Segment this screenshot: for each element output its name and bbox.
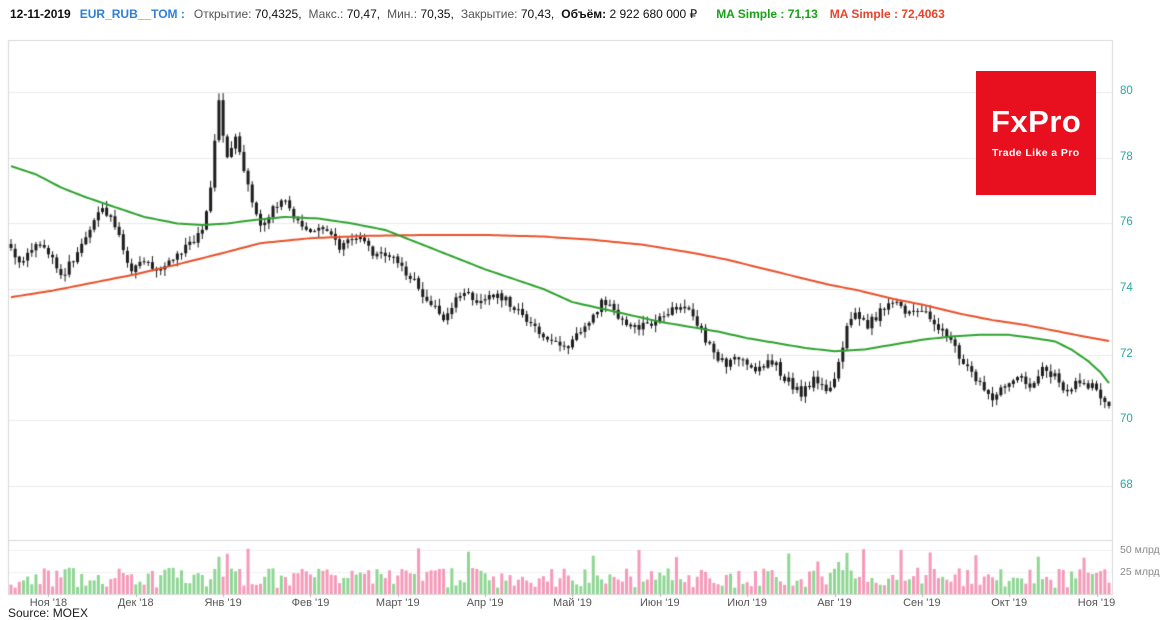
x-axis-tick-label: Ноя '19 <box>1077 597 1116 609</box>
x-axis-tick-label: Ноя '18 <box>29 597 68 609</box>
fxpro-logo-tagline: Trade Like a Pro <box>992 147 1080 159</box>
x-axis-tick-label: Апр '19 <box>466 597 504 609</box>
x-axis-tick-label: Июл '19 <box>727 597 768 609</box>
x-axis-tick-label: Май '19 <box>552 597 592 609</box>
y-axis-tick-label: 72 <box>1120 347 1133 360</box>
x-axis-tick-label: Дек '18 <box>117 597 154 609</box>
x-axis-tick-label: Янв '19 <box>204 597 242 609</box>
source-label: Source: MOEX <box>8 606 89 620</box>
fxpro-logo-title: FxPro <box>991 104 1082 139</box>
y-axis-tick-label: 78 <box>1120 150 1133 163</box>
y-axis-tick-label: 68 <box>1120 478 1133 491</box>
x-axis-tick-label: Июн '19 <box>640 597 680 609</box>
fxpro-logo: FxPro Trade Like a Pro <box>976 71 1096 195</box>
x-axis-tick-label: Окт '19 <box>991 597 1028 609</box>
y-axis-tick-label: 70 <box>1120 413 1133 426</box>
y-axis-tick-label: 80 <box>1120 85 1133 98</box>
volume-axis-tick-label: 25 млрд <box>1120 566 1160 579</box>
x-axis-tick-label: Фев '19 <box>291 597 330 609</box>
y-axis-tick-label: 74 <box>1120 282 1133 294</box>
x-axis-tick-label: Март '19 <box>375 597 420 609</box>
x-axis-tick-label: Сен '19 <box>903 597 941 609</box>
volume-axis-tick-label: 50 млрд <box>1120 544 1160 557</box>
y-axis-tick-label: 76 <box>1120 216 1133 229</box>
x-axis-tick-label: Авг '19 <box>817 597 852 609</box>
